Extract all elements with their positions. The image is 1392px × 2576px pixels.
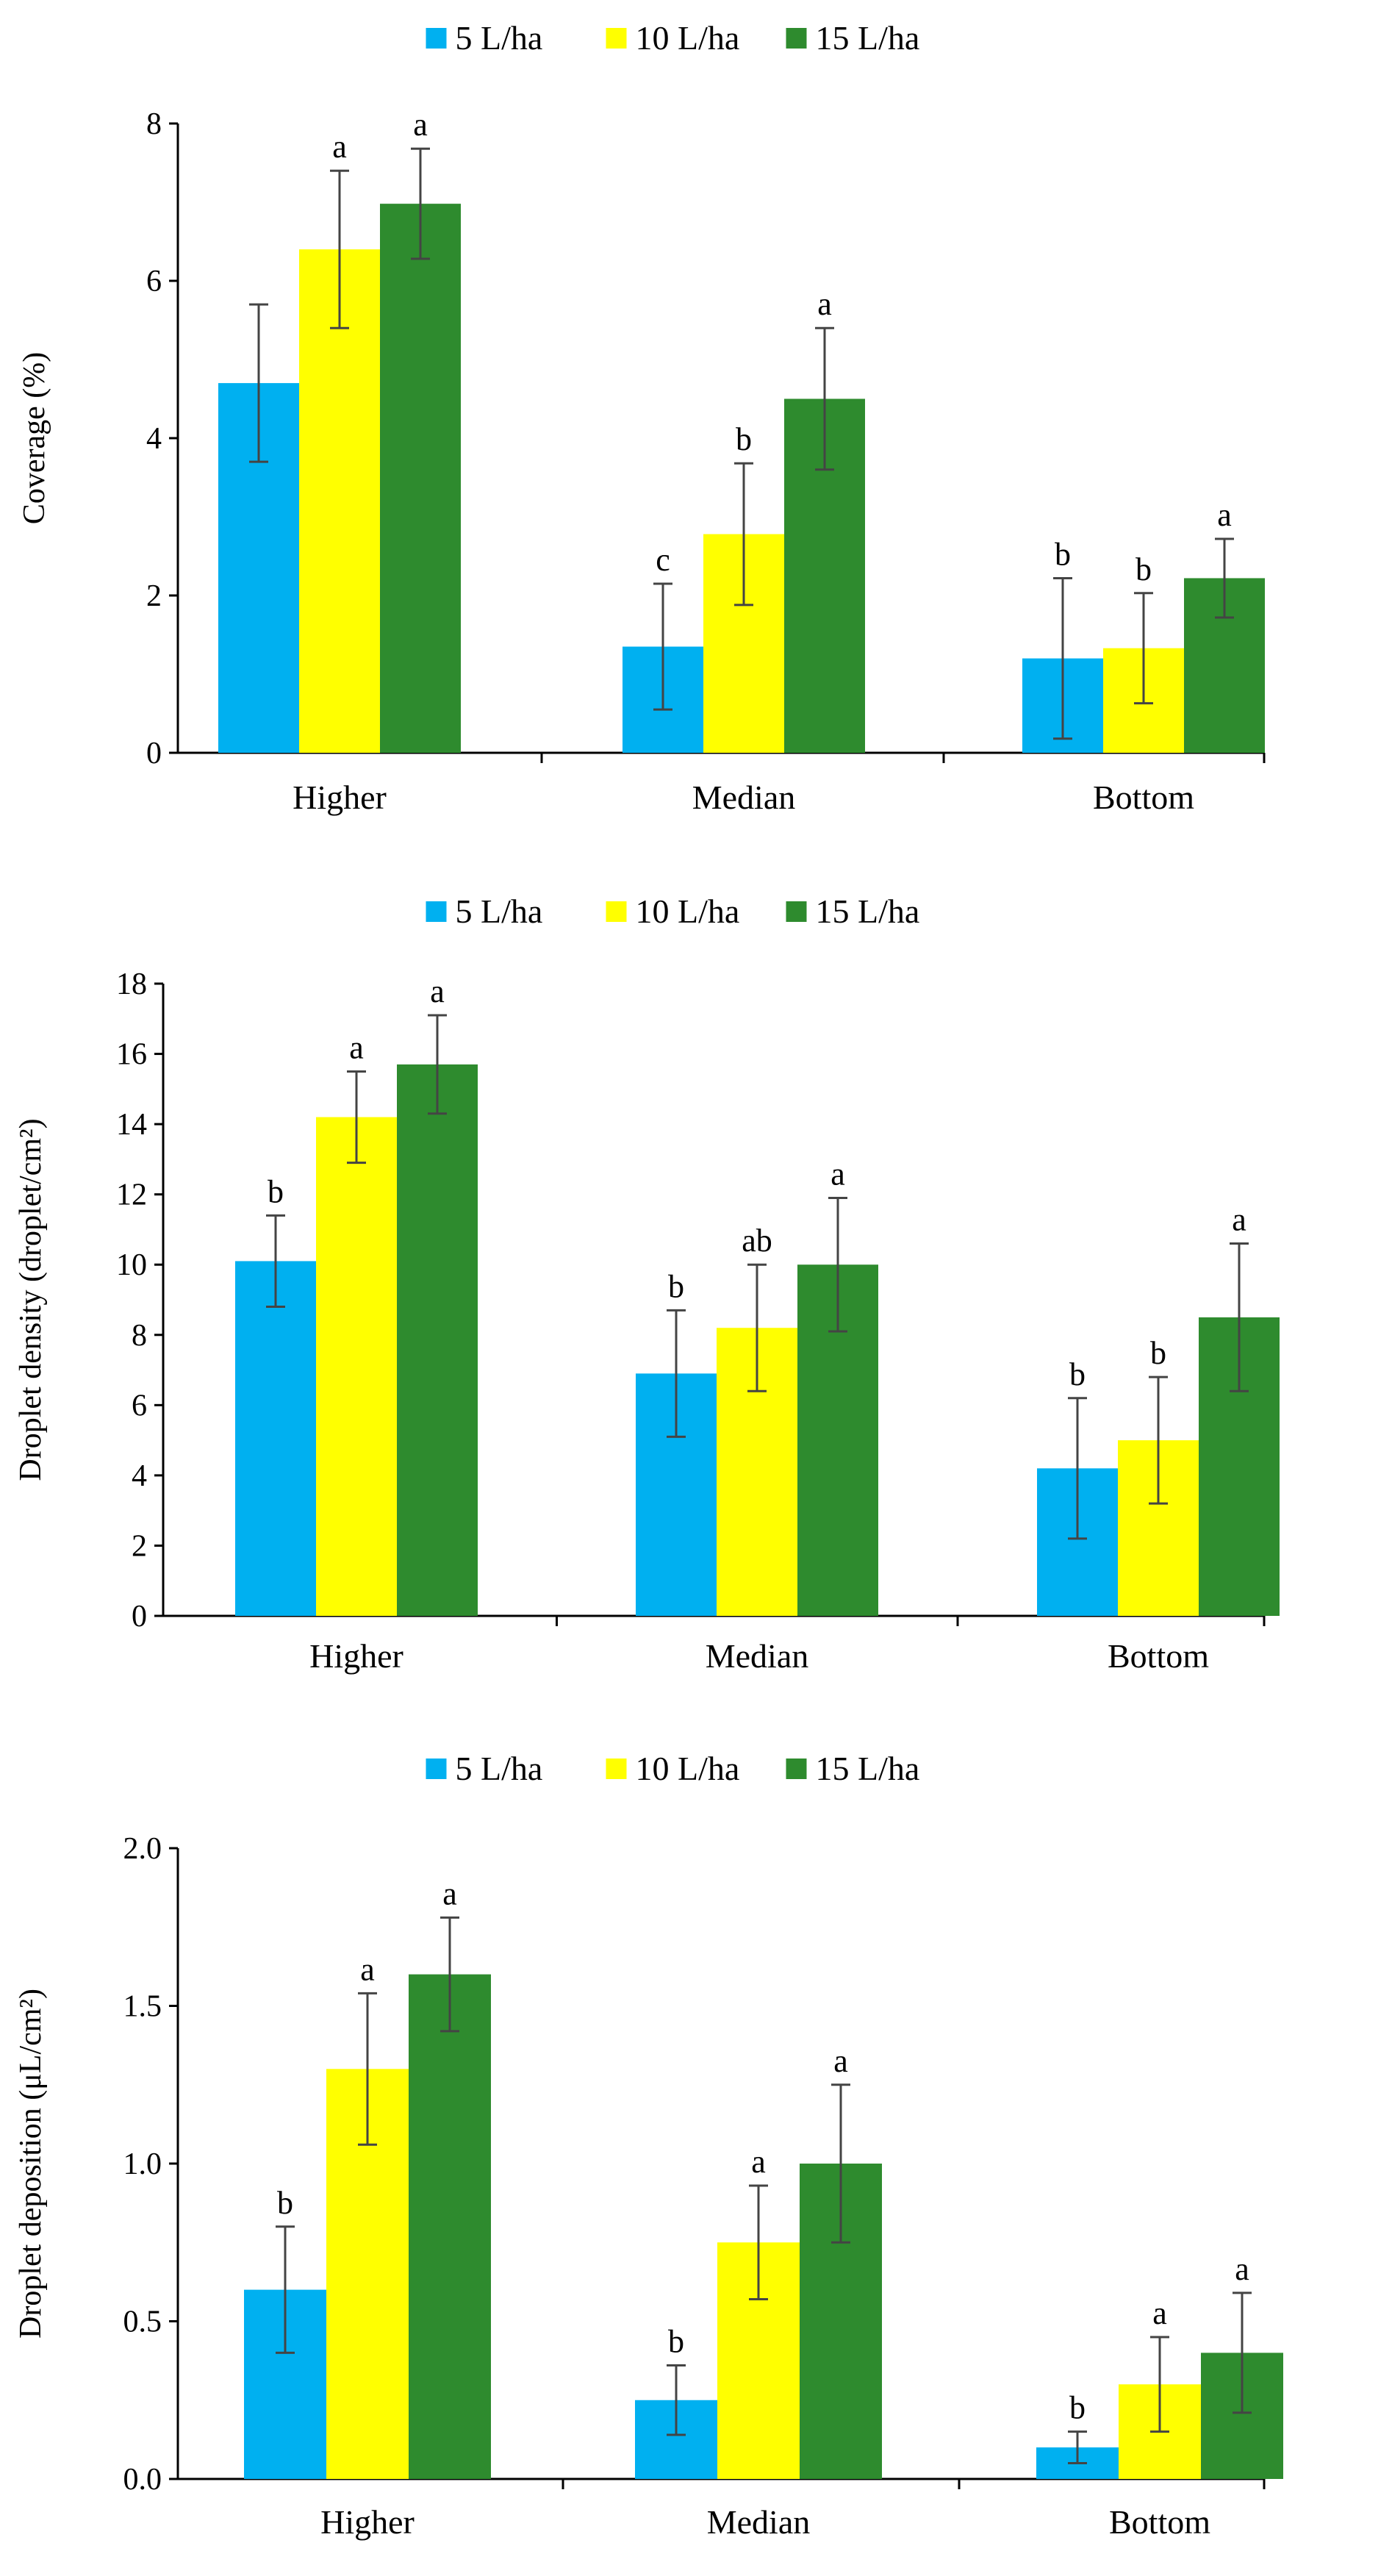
x-tick-label: Median (692, 779, 796, 816)
significance-letter: a (1235, 2251, 1249, 2287)
significance-letter: a (1217, 497, 1232, 533)
y-tick-label: 0.5 (123, 2305, 162, 2339)
x-tick-label: Higher (320, 2503, 415, 2541)
x-tick-label: Bottom (1109, 2503, 1210, 2541)
y-tick-label: 6 (132, 1389, 147, 1423)
significance-letter: b (1136, 551, 1152, 587)
y-tick-label: 2 (146, 579, 162, 613)
bar (380, 204, 461, 753)
x-tick-label: Higher (309, 1637, 403, 1675)
bar (397, 1064, 478, 1616)
bar (299, 249, 380, 753)
significance-letter: a (751, 2144, 766, 2180)
legend-swatch (426, 901, 447, 922)
y-tick-label: 4 (146, 422, 162, 456)
droplet-density-chart: 5 L/ha 10 L/ha 15 L/ha 0 2 4 6 8 10 12 14 16 18 Dropl… (14, 892, 1280, 1675)
y-axis-title: Coverage (%) (18, 352, 51, 524)
significance-letter: b (1055, 536, 1071, 572)
x-tick-label: Bottom (1093, 779, 1194, 816)
significance-letter: a (830, 1156, 845, 1192)
y-tick-label: 8 (146, 107, 162, 141)
legend-label: 10 L/ha (636, 19, 740, 57)
significance-letter: a (413, 107, 428, 143)
significance-letter: a (430, 973, 445, 1009)
significance-letter: b (277, 2185, 293, 2221)
y-tick-label: 12 (116, 1178, 147, 1212)
significance-letter: a (360, 1951, 375, 1987)
y-tick-label: 2 (132, 1529, 147, 1563)
legend-swatch (426, 28, 447, 49)
bar (235, 1261, 316, 1616)
significance-letter: c (656, 542, 670, 578)
significance-letter: b (1069, 2390, 1086, 2426)
legend-swatch (606, 901, 627, 922)
significance-letter: b (668, 1268, 684, 1304)
significance-letter: a (442, 1875, 457, 1911)
y-tick-label: 6 (146, 265, 162, 298)
x-tick-label: Median (706, 1637, 809, 1675)
y-tick-label: 16 (116, 1038, 147, 1072)
y-axis-title: Droplet density (droplet/cm²) (14, 1118, 48, 1481)
legend-label: 10 L/ha (636, 892, 740, 930)
legend-swatch (426, 1759, 447, 1779)
legend-label: 15 L/ha (816, 19, 920, 57)
y-tick-label: 0 (132, 1600, 147, 1634)
y-tick-label: 4 (132, 1459, 147, 1493)
y-tick-label: 1.5 (123, 1990, 162, 2024)
y-tick-label: 2.0 (123, 1832, 162, 1866)
significance-letter: b (736, 421, 752, 457)
significance-letter: a (332, 129, 347, 165)
significance-letter: a (1152, 2295, 1167, 2331)
significance-letter: a (1232, 1202, 1246, 1238)
bar (316, 1117, 397, 1616)
bar (409, 1974, 491, 2479)
y-tick-label: 10 (116, 1248, 147, 1282)
significance-letter: ab (742, 1223, 772, 1259)
coverage-chart: 5 L/ha 10 L/ha 15 L/ha 0 2 4 6 8 Coverage (%) Hig… (18, 19, 1266, 816)
significance-letter: a (833, 2043, 848, 2079)
significance-letter: b (268, 1173, 284, 1209)
x-tick-label: Median (707, 2503, 811, 2541)
droplet-density-chart-panel: 5 L/ha 10 L/ha 15 L/ha 0 2 4 6 8 10 12 14 16 18 Dropl… (0, 859, 1392, 1717)
legend-label: 5 L/ha (456, 19, 543, 57)
y-tick-label: 8 (132, 1319, 147, 1353)
coverage-chart-panel: 5 L/ha 10 L/ha 15 L/ha 0 2 4 6 8 Coverage (%) Hig… (0, 0, 1392, 859)
legend-label: 10 L/ha (636, 1750, 740, 1787)
droplet-deposition-chart: 5 L/ha 10 L/ha 15 L/ha 0.0 0.5 1.0 1.5 2.0 Dropl… (14, 1750, 1283, 2541)
legend-swatch (786, 1759, 807, 1779)
y-tick-label: 0.0 (123, 2463, 162, 2497)
legend-label: 15 L/ha (816, 1750, 920, 1787)
droplet-deposition-chart-panel: 5 L/ha 10 L/ha 15 L/ha 0.0 0.5 1.0 1.5 2.0 Dropl… (0, 1717, 1392, 2576)
legend-label: 15 L/ha (816, 892, 920, 930)
significance-letter: a (349, 1029, 364, 1065)
significance-letter: a (817, 286, 832, 322)
y-axis-title: Droplet deposition (μL/cm²) (14, 1989, 48, 2339)
significance-letter: b (1150, 1335, 1166, 1371)
legend-swatch (606, 28, 627, 49)
y-tick-label: 18 (116, 967, 147, 1001)
x-tick-label: Higher (293, 779, 387, 816)
y-tick-label: 0 (146, 737, 162, 770)
x-tick-label: Bottom (1108, 1637, 1209, 1675)
legend-label: 5 L/ha (456, 1750, 543, 1787)
significance-letter: b (668, 2324, 684, 2360)
legend-swatch (786, 901, 807, 922)
legend-label: 5 L/ha (456, 892, 543, 930)
y-tick-label: 14 (116, 1108, 147, 1142)
legend-swatch (606, 1759, 627, 1779)
significance-letter: b (1069, 1356, 1086, 1392)
legend-swatch (786, 28, 807, 49)
y-tick-label: 1.0 (123, 2147, 162, 2181)
